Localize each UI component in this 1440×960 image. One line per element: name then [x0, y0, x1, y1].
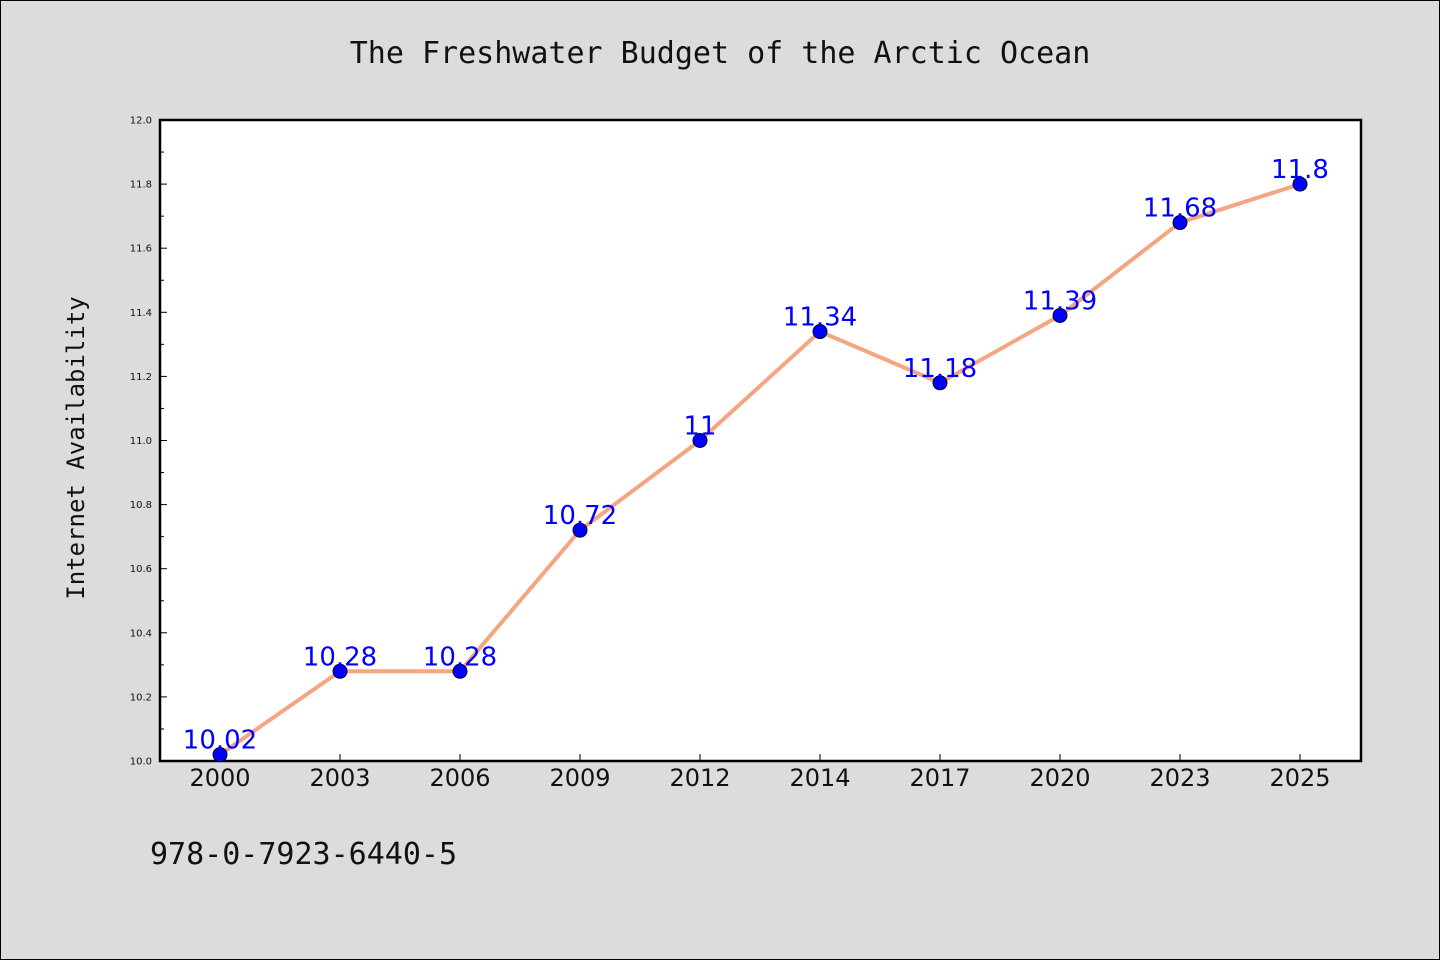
data-point [212, 747, 228, 763]
x-tick-label: 2012 [669, 764, 730, 792]
x-axis: 2000 2003 2006 2009 2012 2014 2017 2020 2023 2025 [189, 754, 1331, 792]
data-label: 11.39 [1023, 287, 1097, 317]
y-axis-label: Internet Availability [62, 296, 90, 599]
data-point [1052, 308, 1068, 324]
data-point [812, 324, 828, 340]
y-tick-label: 10.6 [130, 564, 152, 575]
x-tick-label: 2003 [309, 764, 370, 792]
data-point [332, 663, 348, 679]
data-label: 11.68 [1143, 194, 1217, 224]
series-polyline [218, 182, 1302, 757]
x-tick-label: 2023 [1149, 764, 1210, 792]
data-point [692, 433, 708, 448]
chart-title: The Freshwater Budget of the Arctic Ocea… [350, 36, 1091, 71]
data-label: 10.72 [543, 501, 617, 531]
x-tick-label: 2017 [909, 764, 970, 792]
y-tick-label: 10.2 [130, 692, 152, 703]
data-label: 10.02 [183, 726, 257, 756]
data-label: 11 [683, 412, 716, 442]
data-labels: 10.02 10.28 10.28 10.72 11 11.34 11.18 11.39 11.… [183, 155, 1329, 755]
data-label: 11.34 [783, 303, 857, 333]
series-markers [212, 176, 1308, 763]
data-label: 11.8 [1271, 155, 1329, 185]
y-tick-label: 11.6 [130, 244, 152, 255]
data-label: 10.28 [303, 642, 377, 672]
series-line [218, 182, 1302, 757]
y-tick-label: 11.4 [130, 308, 152, 319]
y-tick-label: 11.8 [130, 180, 152, 191]
y-axis: 10.0 10.2 10.4 10.6 10.8 11.0 11.2 11.4 11.6 11.8… [130, 116, 167, 768]
data-point [932, 375, 948, 391]
y-tick-label: 12.0 [130, 116, 152, 127]
data-point [452, 663, 468, 679]
isbn-footer: 978-0-7923-6440-5 [150, 837, 457, 872]
data-point [1172, 215, 1188, 231]
x-tick-label: 2006 [429, 764, 490, 792]
x-tick-label: 2014 [789, 764, 850, 792]
y-tick-label: 11.0 [130, 436, 152, 447]
x-tick-label: 2000 [189, 764, 250, 792]
data-point [1292, 176, 1308, 192]
y-tick-label: 10.8 [130, 500, 152, 511]
y-tick-label: 10.4 [130, 628, 152, 639]
data-point [572, 522, 588, 538]
data-label: 11.18 [903, 354, 977, 384]
y-tick-label: 10.0 [130, 757, 152, 768]
y-tick-label: 11.2 [130, 372, 152, 383]
x-tick-label: 2025 [1269, 764, 1330, 792]
plot-area [158, 118, 1363, 763]
x-tick-label: 2020 [1029, 764, 1090, 792]
x-tick-label: 2009 [549, 764, 610, 792]
data-label: 10.28 [423, 642, 497, 672]
